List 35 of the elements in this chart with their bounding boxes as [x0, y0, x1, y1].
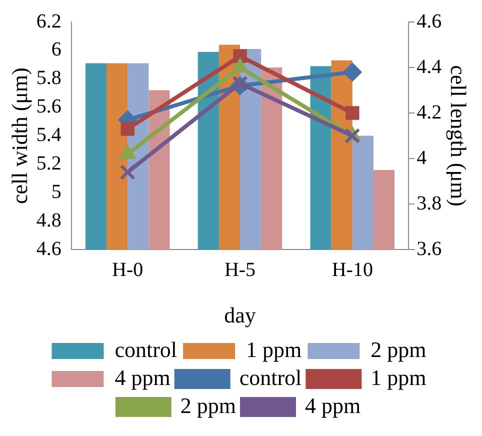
- legend-label: 4 ppm: [114, 364, 170, 390]
- y-tick-label: 5: [51, 180, 62, 203]
- legend-label: 1 ppm: [370, 364, 426, 390]
- legend-label: control: [114, 336, 178, 362]
- y2-axis-title: cell length (μm): [446, 65, 472, 206]
- y2-tick-label: 4: [416, 146, 427, 169]
- point: [342, 62, 362, 82]
- y-tick-label: 4.6: [36, 238, 62, 260]
- legend-label: 2 ppm: [370, 336, 426, 362]
- y-tick-label: 4.8: [36, 209, 62, 232]
- x-tick-label: H-5: [224, 258, 256, 281]
- y-tick-label: 6: [51, 38, 62, 61]
- y2-tick-label: 4.6: [416, 10, 442, 32]
- y-tick-label: 5.4: [36, 124, 62, 146]
- y2-tick-label: 4.2: [416, 101, 442, 124]
- legend-label: control: [239, 364, 302, 390]
- legend-label: 1 ppm: [246, 336, 302, 362]
- x-axis-title: day: [224, 302, 256, 328]
- point: [120, 122, 134, 136]
- x-tick-label: H-0: [112, 258, 144, 281]
- y-axis-title: cell width (μm): [6, 68, 32, 204]
- y-tick-label: 5.8: [36, 67, 62, 90]
- y-tick-label: 5.6: [36, 96, 62, 118]
- y2-tick-label: 3.8: [416, 192, 442, 214]
- y-tick-label: 5.2: [36, 152, 62, 174]
- legend-label: 4 ppm: [305, 392, 361, 418]
- y-tick-label: 6.2: [36, 10, 62, 32]
- y2-tick-label: 4.4: [416, 56, 442, 78]
- point: [120, 164, 136, 180]
- y2-tick-label: 3.6: [416, 238, 442, 260]
- point: [346, 106, 360, 120]
- point: [233, 49, 247, 64]
- x-tick-label: H-10: [332, 258, 373, 281]
- legend-label: 2 ppm: [180, 392, 236, 418]
- point: [344, 128, 360, 144]
